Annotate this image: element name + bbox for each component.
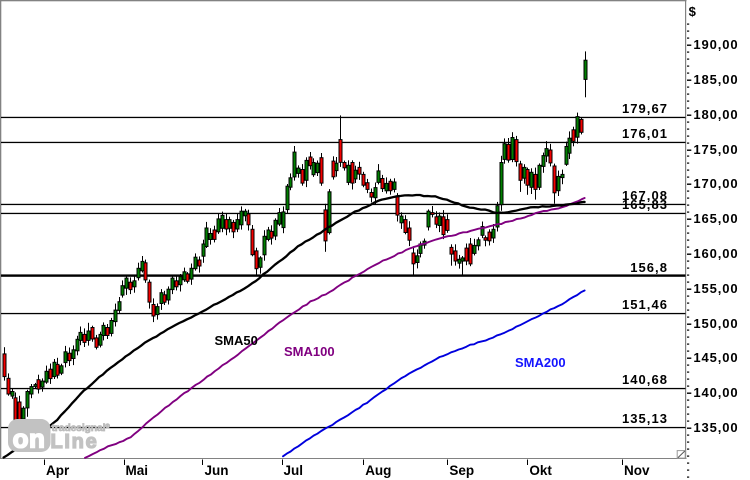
svg-text:tradesignal®: tradesignal® bbox=[51, 421, 110, 433]
svg-text:LIne: LIne bbox=[50, 431, 98, 453]
svg-text:on: on bbox=[12, 423, 45, 453]
